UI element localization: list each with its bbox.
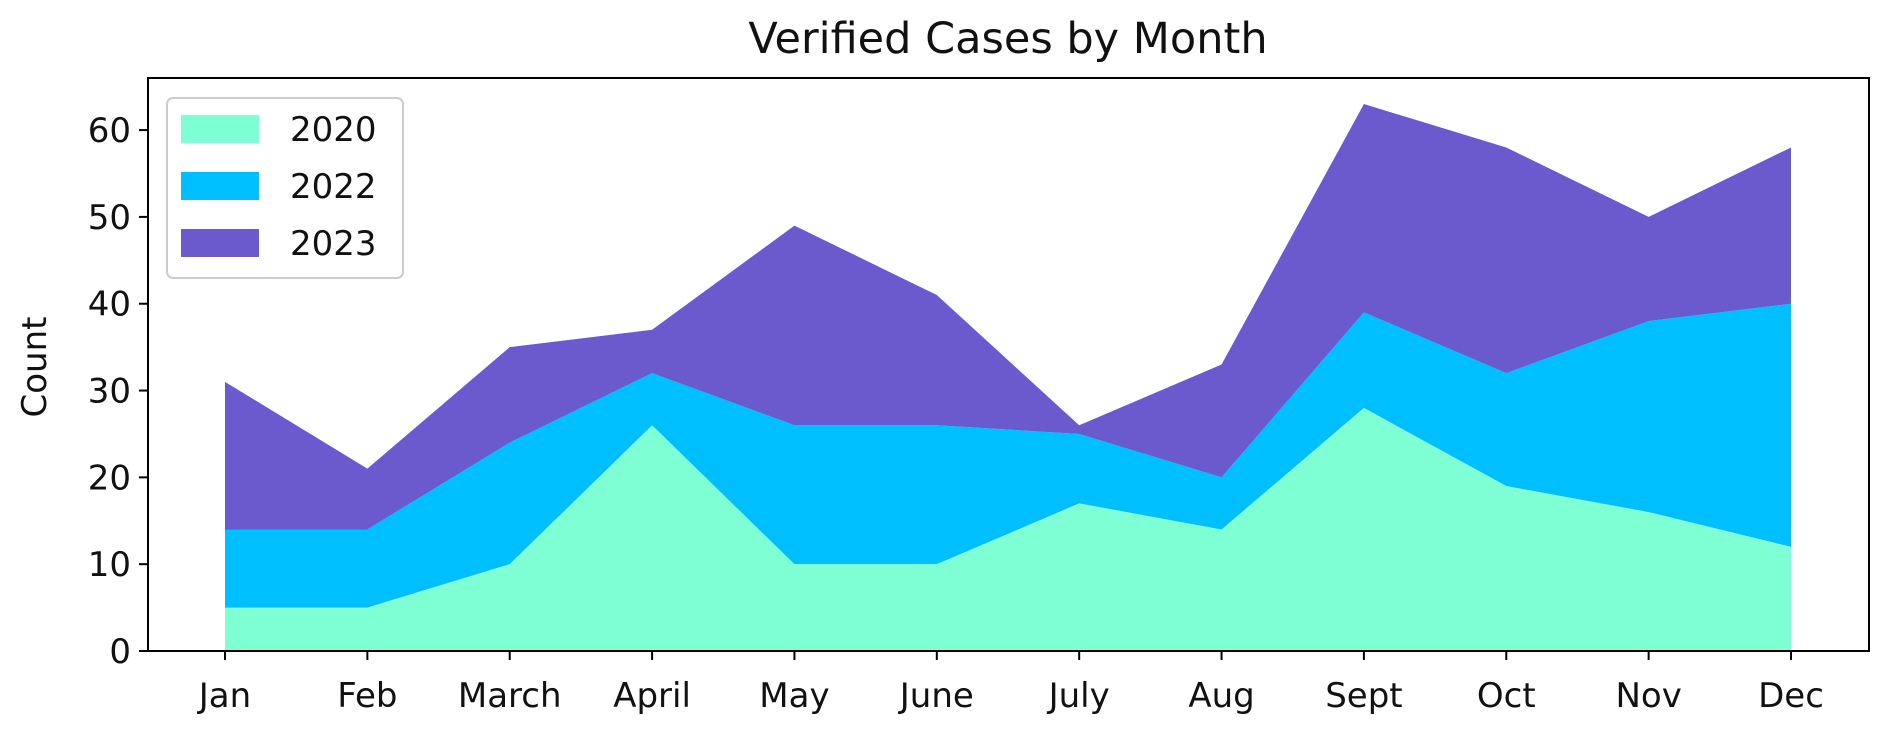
y-tick-label: 60	[88, 111, 131, 151]
x-tick-label: July	[1047, 676, 1110, 716]
area-series-2020	[225, 407, 1791, 651]
x-tick-label: Aug	[1188, 676, 1254, 716]
legend-swatch-2022	[181, 172, 259, 200]
area-series-group	[225, 104, 1791, 651]
legend: 2020 2022 2023	[166, 97, 404, 279]
chart-title: Verified Cases by Month	[748, 14, 1267, 64]
y-tick-label: 40	[88, 285, 131, 325]
x-axis: Jan Feb March April May June July Aug Sept Oct Nov…	[197, 651, 1824, 716]
x-tick-label: April	[613, 676, 691, 716]
plot-frame	[147, 77, 1870, 652]
legend-label-2023: 2023	[290, 224, 377, 264]
y-tick-label: 50	[88, 198, 131, 238]
x-tick-label: Sept	[1325, 676, 1402, 716]
legend-label-2022: 2022	[290, 167, 377, 207]
x-tick-label: May	[759, 676, 829, 716]
x-tick-label: Jan	[197, 676, 251, 716]
legend-swatch-2023	[181, 229, 259, 257]
y-axis: 0 10 20 30 40 50 60	[88, 111, 148, 672]
y-tick-label: 30	[88, 372, 131, 412]
area-series-2022	[225, 303, 1791, 608]
legend-swatch-2020	[181, 115, 259, 143]
y-axis-title: Count	[15, 317, 55, 418]
x-tick-label: June	[898, 676, 974, 716]
y-tick-label: 10	[88, 545, 131, 585]
area-series-2023	[225, 104, 1791, 530]
x-tick-label: Dec	[1758, 676, 1824, 716]
y-tick-label: 20	[88, 458, 131, 498]
x-tick-label: Nov	[1615, 676, 1681, 716]
y-tick-label: 0	[109, 632, 131, 672]
x-tick-label: Feb	[337, 676, 397, 716]
legend-label-2020: 2020	[290, 110, 377, 150]
x-tick-label: Oct	[1477, 676, 1536, 716]
x-tick-label: March	[458, 676, 562, 716]
